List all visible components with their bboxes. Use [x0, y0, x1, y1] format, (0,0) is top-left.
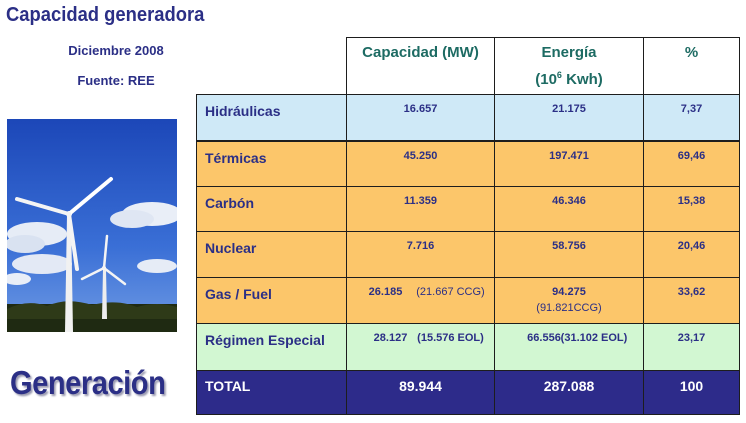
pct-value: 7,37 [680, 103, 703, 115]
capacity-value: 16.657 [403, 103, 438, 115]
pct-cell: 7,37 [643, 94, 740, 141]
total-capacity: 89.944 [399, 378, 442, 394]
energy-cell: 94.275 (91.821CCG) [494, 277, 644, 324]
row-label-cell: Carbón [196, 186, 347, 232]
total-label-cell: TOTAL [196, 370, 347, 415]
total-pct-cell: 100 [643, 370, 740, 415]
row-label-cell: Térmicas [196, 141, 347, 187]
header-capacity: Capacidad (MW) [346, 37, 495, 95]
energy-value: 21.175 [552, 103, 586, 115]
header-pct-text: % [684, 44, 699, 61]
energy-cell: 66.556 (31.102 EOL) [494, 323, 644, 371]
energy-value: 197.471 [549, 150, 589, 162]
header-energy-line1: Energía [541, 44, 597, 61]
total-pct: 100 [679, 378, 704, 394]
row-label: Régimen Especial [205, 332, 325, 348]
energy-cell: 58.756 [494, 231, 644, 278]
generation-heading: Generación [10, 364, 166, 401]
capacity-value: 45.250 [403, 150, 438, 162]
capacity-table: Capacidad (MW) Energía (106 Kwh) % Hidrá… [196, 37, 740, 415]
capacity-value: 26.185 [368, 286, 403, 298]
row-label: Nuclear [205, 240, 257, 256]
energy-note: (91.821CCG) [536, 302, 602, 314]
capacity-cell: 7.716 [346, 231, 495, 278]
header-energy-unit-pre: (10 [535, 71, 557, 88]
header-energy-line2: (106 Kwh) [495, 70, 643, 88]
row-label-cell: Gas / Fuel [196, 277, 347, 324]
pct-value: 33,62 [677, 286, 706, 298]
row-label-cell: Nuclear [196, 231, 347, 278]
pct-value: 15,38 [677, 195, 706, 207]
energy-cell: 21.175 [494, 94, 644, 141]
header-energy: Energía (106 Kwh) [494, 37, 644, 95]
energy-value: 94.275 [552, 286, 586, 298]
energy-cell: 46.346 [494, 186, 644, 232]
total-capacity-cell: 89.944 [346, 370, 495, 415]
pct-value: 20,46 [677, 240, 706, 252]
capacity-cell: 45.250 [346, 141, 495, 187]
row-label-cell: Hidráulicas [196, 94, 347, 141]
pct-value: 23,17 [677, 332, 706, 344]
pct-cell: 15,38 [643, 186, 740, 232]
page-title: Capacidad generadora [6, 4, 205, 26]
date-label: Diciembre 2008 [68, 43, 164, 58]
source-label: Fuente: REE [77, 73, 155, 88]
header-pct: % [643, 37, 740, 95]
capacity-value: 28.127 [373, 332, 408, 344]
capacity-cell: 28.127 (15.576 EOL) [346, 323, 495, 371]
row-label: Térmicas [205, 150, 267, 166]
row-label: Carbón [205, 195, 254, 211]
row-label: Hidráulicas [205, 103, 281, 119]
row-label: Gas / Fuel [205, 286, 272, 302]
capacity-note: (15.576 EOL) [417, 332, 484, 344]
energy-note: (31.102 EOL) [560, 332, 628, 344]
energy-value: 46.346 [552, 195, 586, 207]
pct-cell: 33,62 [643, 277, 740, 324]
pct-cell: 20,46 [643, 231, 740, 278]
capacity-cell: 16.657 [346, 94, 495, 141]
pct-cell: 69,46 [643, 141, 740, 187]
row-label-cell: Régimen Especial [196, 323, 347, 371]
header-energy-exponent: 6 [556, 70, 562, 80]
capacity-cell: 26.185 (21.667 CCG) [346, 277, 495, 324]
total-label: TOTAL [205, 378, 251, 394]
energy-cell: 197.471 [494, 141, 644, 187]
header-energy-unit-post: Kwh) [561, 71, 603, 88]
energy-value: 58.756 [552, 240, 586, 252]
capacity-value: 7.716 [406, 240, 435, 252]
header-capacity-text: Capacidad (MW) [362, 44, 479, 61]
pct-cell: 23,17 [643, 323, 740, 371]
wind-turbine-photo [7, 119, 177, 332]
total-energy: 287.088 [543, 378, 595, 394]
capacity-note: (21.667 CCG) [416, 286, 485, 298]
capacity-value: 11.359 [403, 195, 438, 207]
total-energy-cell: 287.088 [494, 370, 644, 415]
energy-value: 66.556 [527, 332, 561, 344]
pct-value: 69,46 [677, 150, 706, 162]
capacity-cell: 11.359 [346, 186, 495, 232]
